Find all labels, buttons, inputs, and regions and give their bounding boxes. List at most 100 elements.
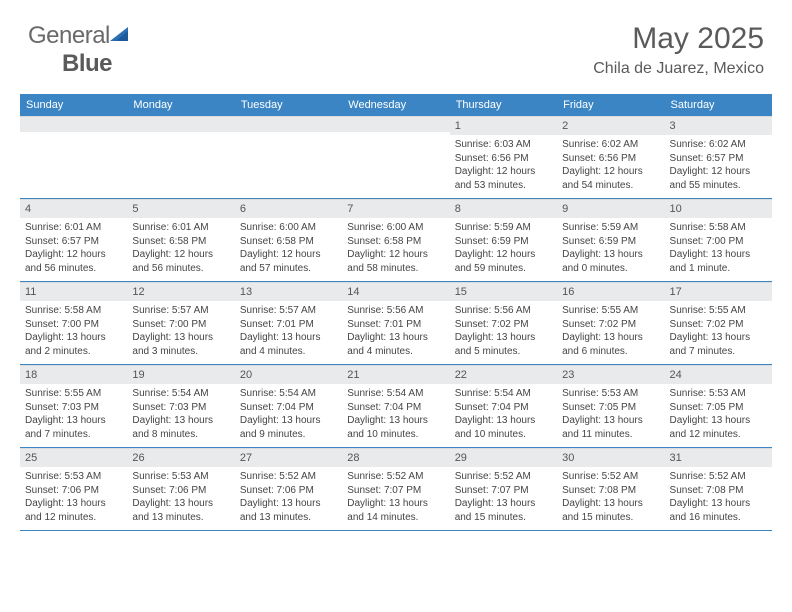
day-cell: 29Sunrise: 5:52 AMSunset: 7:07 PMDayligh…: [450, 448, 557, 531]
sunset-text: Sunset: 7:04 PM: [347, 401, 444, 415]
day-content: Sunrise: 5:55 AMSunset: 7:02 PMDaylight:…: [665, 301, 772, 364]
sunrise-text: Sunrise: 5:56 AM: [347, 304, 444, 318]
day-content: Sunrise: 5:55 AMSunset: 7:03 PMDaylight:…: [20, 384, 127, 447]
day-content: Sunrise: 5:57 AMSunset: 7:00 PMDaylight:…: [127, 301, 234, 364]
daylight-text: Daylight: 12 hours and 54 minutes.: [562, 165, 659, 192]
day-content: Sunrise: 5:54 AMSunset: 7:03 PMDaylight:…: [127, 384, 234, 447]
sunset-text: Sunset: 6:57 PM: [670, 152, 767, 166]
day-cell: 18Sunrise: 5:55 AMSunset: 7:03 PMDayligh…: [20, 365, 127, 448]
daylight-text: Daylight: 13 hours and 7 minutes.: [25, 414, 122, 441]
daylight-text: Daylight: 13 hours and 2 minutes.: [25, 331, 122, 358]
day-content: Sunrise: 5:56 AMSunset: 7:02 PMDaylight:…: [450, 301, 557, 364]
sunset-text: Sunset: 7:00 PM: [670, 235, 767, 249]
day-content: Sunrise: 5:54 AMSunset: 7:04 PMDaylight:…: [450, 384, 557, 447]
day-content: [127, 132, 234, 184]
day-header: Monday: [127, 94, 234, 116]
day-number: 14: [342, 282, 449, 301]
daylight-text: Daylight: 13 hours and 3 minutes.: [132, 331, 229, 358]
sunset-text: Sunset: 6:57 PM: [25, 235, 122, 249]
daylight-text: Daylight: 13 hours and 15 minutes.: [562, 497, 659, 524]
day-number: 22: [450, 365, 557, 384]
day-content: Sunrise: 5:55 AMSunset: 7:02 PMDaylight:…: [557, 301, 664, 364]
sunset-text: Sunset: 6:58 PM: [347, 235, 444, 249]
day-number: 29: [450, 448, 557, 467]
day-content: Sunrise: 5:53 AMSunset: 7:05 PMDaylight:…: [665, 384, 772, 447]
day-header: Sunday: [20, 94, 127, 116]
daylight-text: Daylight: 13 hours and 5 minutes.: [455, 331, 552, 358]
brand-part2: Blue: [62, 50, 112, 77]
day-number: 20: [235, 365, 342, 384]
day-cell: 17Sunrise: 5:55 AMSunset: 7:02 PMDayligh…: [665, 282, 772, 365]
daylight-text: Daylight: 13 hours and 11 minutes.: [562, 414, 659, 441]
daylight-text: Daylight: 13 hours and 12 minutes.: [670, 414, 767, 441]
day-content: Sunrise: 5:52 AMSunset: 7:06 PMDaylight:…: [235, 467, 342, 530]
day-content: Sunrise: 5:54 AMSunset: 7:04 PMDaylight:…: [235, 384, 342, 447]
daylight-text: Daylight: 12 hours and 53 minutes.: [455, 165, 552, 192]
sunrise-text: Sunrise: 6:02 AM: [562, 138, 659, 152]
sunrise-text: Sunrise: 5:55 AM: [25, 387, 122, 401]
day-cell: 25Sunrise: 5:53 AMSunset: 7:06 PMDayligh…: [20, 448, 127, 531]
month-title: May 2025: [593, 22, 764, 56]
day-cell: [342, 116, 449, 199]
sunrise-text: Sunrise: 5:52 AM: [347, 470, 444, 484]
day-cell: 8Sunrise: 5:59 AMSunset: 6:59 PMDaylight…: [450, 199, 557, 282]
sunset-text: Sunset: 7:08 PM: [670, 484, 767, 498]
day-number: 9: [557, 199, 664, 218]
day-number: [127, 116, 234, 132]
week-row: 4Sunrise: 6:01 AMSunset: 6:57 PMDaylight…: [20, 199, 772, 282]
sunrise-text: Sunrise: 5:57 AM: [132, 304, 229, 318]
brand-part1: General: [28, 22, 110, 49]
sunrise-text: Sunrise: 6:00 AM: [240, 221, 337, 235]
day-number: 18: [20, 365, 127, 384]
week-row: 1Sunrise: 6:03 AMSunset: 6:56 PMDaylight…: [20, 116, 772, 199]
sunset-text: Sunset: 7:03 PM: [132, 401, 229, 415]
day-content: Sunrise: 6:02 AMSunset: 6:57 PMDaylight:…: [665, 135, 772, 198]
day-content: Sunrise: 5:52 AMSunset: 7:08 PMDaylight:…: [557, 467, 664, 530]
day-cell: 7Sunrise: 6:00 AMSunset: 6:58 PMDaylight…: [342, 199, 449, 282]
day-cell: 26Sunrise: 5:53 AMSunset: 7:06 PMDayligh…: [127, 448, 234, 531]
day-cell: 20Sunrise: 5:54 AMSunset: 7:04 PMDayligh…: [235, 365, 342, 448]
sunset-text: Sunset: 7:02 PM: [562, 318, 659, 332]
sunset-text: Sunset: 6:59 PM: [562, 235, 659, 249]
day-content: [342, 132, 449, 184]
day-content: Sunrise: 5:59 AMSunset: 6:59 PMDaylight:…: [450, 218, 557, 281]
day-cell: 3Sunrise: 6:02 AMSunset: 6:57 PMDaylight…: [665, 116, 772, 199]
sunrise-text: Sunrise: 5:55 AM: [670, 304, 767, 318]
day-cell: 9Sunrise: 5:59 AMSunset: 6:59 PMDaylight…: [557, 199, 664, 282]
day-cell: 16Sunrise: 5:55 AMSunset: 7:02 PMDayligh…: [557, 282, 664, 365]
day-number: 6: [235, 199, 342, 218]
day-number: 16: [557, 282, 664, 301]
sunrise-text: Sunrise: 5:54 AM: [347, 387, 444, 401]
daylight-text: Daylight: 12 hours and 57 minutes.: [240, 248, 337, 275]
day-cell: 19Sunrise: 5:54 AMSunset: 7:03 PMDayligh…: [127, 365, 234, 448]
day-cell: 2Sunrise: 6:02 AMSunset: 6:56 PMDaylight…: [557, 116, 664, 199]
day-number: 5: [127, 199, 234, 218]
day-number: 21: [342, 365, 449, 384]
day-cell: 6Sunrise: 6:00 AMSunset: 6:58 PMDaylight…: [235, 199, 342, 282]
day-cell: 11Sunrise: 5:58 AMSunset: 7:00 PMDayligh…: [20, 282, 127, 365]
day-content: Sunrise: 6:00 AMSunset: 6:58 PMDaylight:…: [235, 218, 342, 281]
day-number: 1: [450, 116, 557, 135]
day-number: 7: [342, 199, 449, 218]
sunset-text: Sunset: 7:06 PM: [132, 484, 229, 498]
day-cell: [127, 116, 234, 199]
sunset-text: Sunset: 7:04 PM: [455, 401, 552, 415]
day-content: Sunrise: 5:52 AMSunset: 7:08 PMDaylight:…: [665, 467, 772, 530]
day-cell: 31Sunrise: 5:52 AMSunset: 7:08 PMDayligh…: [665, 448, 772, 531]
sunset-text: Sunset: 7:02 PM: [455, 318, 552, 332]
brand-text: GeneralBlue: [28, 22, 132, 78]
daylight-text: Daylight: 13 hours and 4 minutes.: [240, 331, 337, 358]
sunset-text: Sunset: 7:00 PM: [25, 318, 122, 332]
sunset-text: Sunset: 7:07 PM: [455, 484, 552, 498]
day-content: Sunrise: 5:52 AMSunset: 7:07 PMDaylight:…: [342, 467, 449, 530]
sunset-text: Sunset: 7:08 PM: [562, 484, 659, 498]
daylight-text: Daylight: 13 hours and 8 minutes.: [132, 414, 229, 441]
sunrise-text: Sunrise: 5:57 AM: [240, 304, 337, 318]
day-cell: [20, 116, 127, 199]
day-number: [342, 116, 449, 132]
day-cell: 21Sunrise: 5:54 AMSunset: 7:04 PMDayligh…: [342, 365, 449, 448]
sunrise-text: Sunrise: 5:53 AM: [670, 387, 767, 401]
day-number: 23: [557, 365, 664, 384]
day-number: 4: [20, 199, 127, 218]
sunrise-text: Sunrise: 5:52 AM: [240, 470, 337, 484]
